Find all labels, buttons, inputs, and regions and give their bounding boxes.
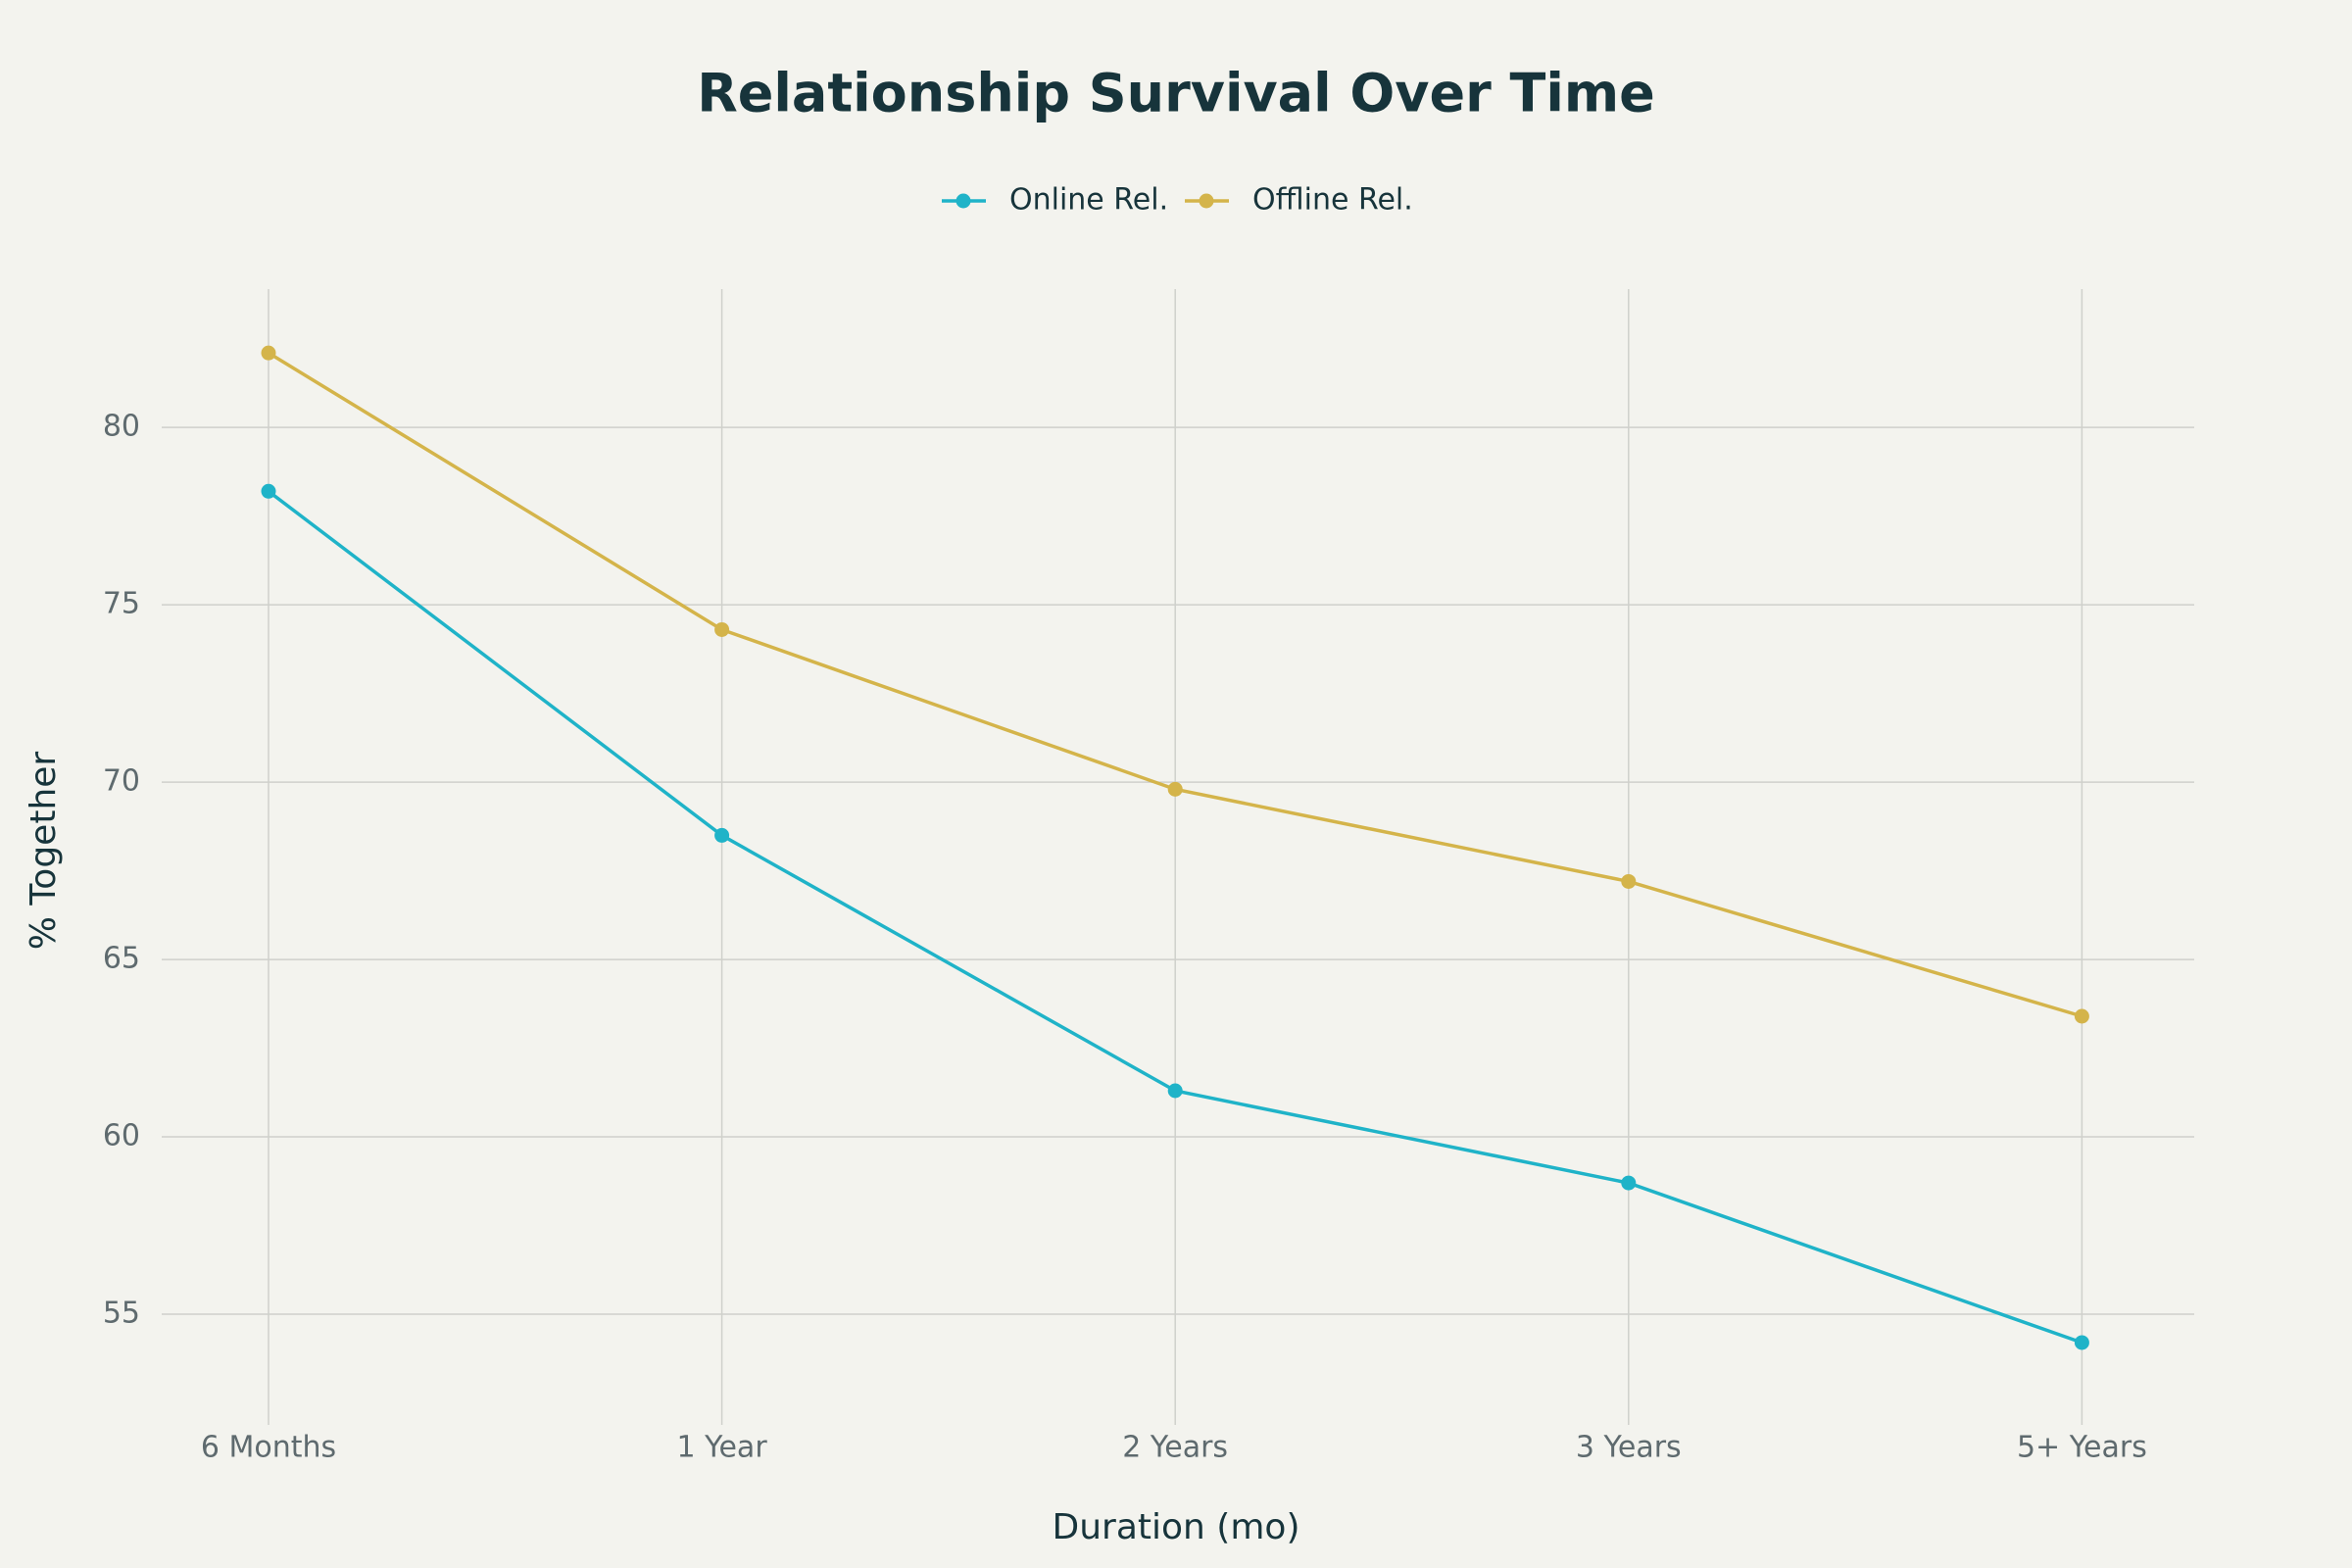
data-point [261,483,276,499]
y-tick-label: 65 [103,942,140,976]
legend-marker [956,193,971,209]
data-point [261,345,276,361]
chart-title: Relationship Survival Over Time [697,63,1655,124]
y-tick-label: 70 [103,764,140,799]
y-tick-label: 60 [103,1119,140,1153]
data-point [1621,1175,1637,1191]
data-point [2074,1335,2089,1350]
data-point [1167,1083,1183,1099]
x-tick-label: 6 Months [201,1431,336,1465]
x-tick-label: 5+ Years [2017,1431,2147,1465]
data-point [1167,781,1183,797]
legend-label: Online Rel. [1009,183,1168,218]
y-tick-label: 80 [103,410,140,444]
legend-marker [1199,193,1214,209]
x-tick-label: 1 Year [677,1431,768,1465]
x-tick-label: 2 Years [1122,1431,1228,1465]
y-tick-label: 75 [103,587,140,621]
data-point [1621,873,1637,889]
data-point [714,621,730,637]
y-axis-title: % Together [24,752,64,951]
x-tick-label: 3 Years [1576,1431,1682,1465]
data-point [714,827,730,843]
x-axis-title: Duration (mo) [1053,1507,1300,1547]
legend-label: Offline Rel. [1252,183,1413,218]
data-point [2074,1008,2089,1024]
y-tick-label: 55 [103,1297,140,1331]
